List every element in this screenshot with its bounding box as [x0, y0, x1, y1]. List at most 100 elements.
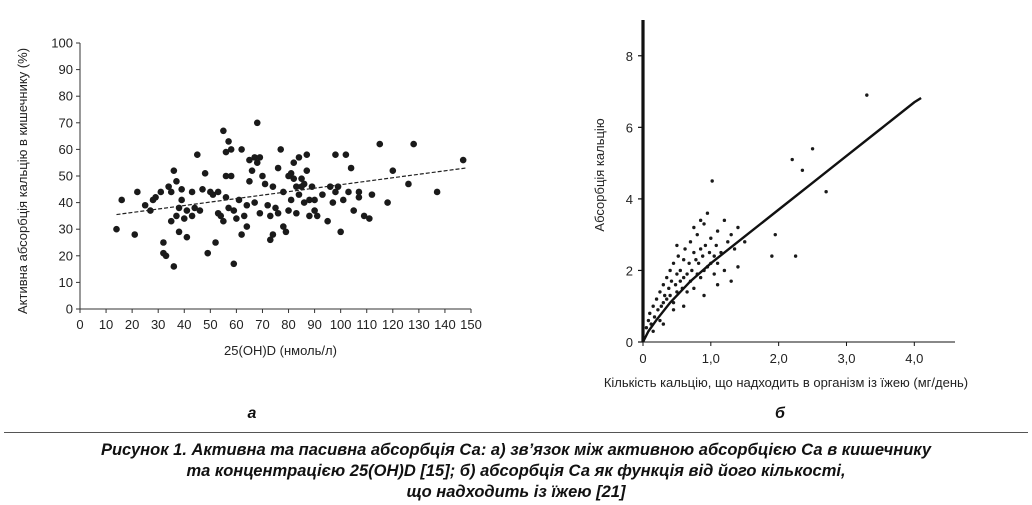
- panel-a-axes: 0 10 20 30 40 50 60 70 80 90 100 0 10 20 30 40 50 60 70 80 9…: [51, 36, 482, 333]
- panel-a-data-point: [240, 212, 248, 220]
- panel-a-data-point: [326, 183, 334, 190]
- panel-a-data-point: [303, 167, 311, 174]
- panel-a-data-point: [243, 201, 251, 209]
- panel-a-data-point: [118, 196, 126, 204]
- panel-a-data-point: [238, 146, 245, 153]
- panel-a-data-point: [366, 215, 373, 222]
- panel-b-data-point: [656, 308, 660, 312]
- panel-a-data-point: [272, 204, 279, 212]
- panel-a-data-point: [173, 178, 180, 185]
- panel-a-data-point: [214, 188, 222, 196]
- panel-a-x-axis-label: 25(OH)D (нмоль/л): [224, 343, 337, 358]
- panel-b-data-point: [665, 275, 669, 280]
- panel-a-data-point: [347, 164, 355, 172]
- panel-a-data-point: [233, 215, 240, 222]
- panel-b-data-point: [685, 272, 689, 276]
- panel-b-data-point: [865, 93, 869, 97]
- panel-a-data-point: [251, 199, 258, 206]
- panel-a-points: [113, 119, 467, 270]
- panel-b-data-point: [726, 240, 730, 244]
- panel-a-data-point: [204, 249, 212, 257]
- panel-a-data-point: [180, 215, 188, 222]
- panel-b-data-point: [646, 318, 651, 323]
- panel-a-x-tick-label: 150: [460, 317, 482, 332]
- panel-b-x-tick-label: 2,0: [770, 351, 788, 366]
- panel-a-data-point: [405, 180, 412, 188]
- panel-b-data-point: [800, 168, 805, 172]
- panel-b-data-point: [652, 315, 657, 319]
- panel-a-data-point: [311, 207, 318, 214]
- panel-a-data-point: [311, 196, 318, 204]
- panel-a-data-point: [290, 159, 298, 166]
- panel-b-data-point: [661, 322, 666, 326]
- panel-a-y-tick-label: 100: [51, 36, 73, 51]
- panel-b-data-point: [709, 236, 713, 240]
- panel-b-data-point: [810, 147, 815, 151]
- panel-a-data-point: [175, 228, 183, 236]
- panel-b-data-point: [658, 290, 662, 294]
- panel-a-y-tick-label: 60: [59, 142, 73, 157]
- panel-b-y-tick-label: 8: [626, 49, 633, 64]
- panel-a-x-tick-label: 50: [203, 317, 217, 332]
- panel-a-data-point: [238, 231, 245, 238]
- panel-a-data-point: [282, 228, 290, 236]
- panel-a-trend-line: [116, 167, 466, 216]
- panel-a-data-point: [319, 191, 326, 198]
- panel-a-data-point: [329, 199, 337, 206]
- panel-b-data-point: [736, 265, 740, 269]
- panel-b-data-point: [696, 261, 701, 265]
- panel-a-data-point: [225, 204, 232, 212]
- panel-a-y-tick-label: 80: [59, 89, 73, 104]
- panel-a-data-point: [300, 199, 308, 206]
- panel-a-y-tick-label: 10: [59, 275, 73, 290]
- caption-divider: [4, 432, 1028, 433]
- panel-b-data-point: [773, 232, 777, 237]
- panel-a-data-point: [339, 196, 347, 204]
- panel-a-data-point: [170, 167, 178, 174]
- panel-a-x-tick-label: 110: [356, 317, 377, 332]
- panel-a-data-point: [196, 207, 204, 214]
- panel-a-y-tick-label: 50: [59, 169, 73, 184]
- panel-b-x-tick-label: 0: [639, 351, 646, 366]
- panel-b-data-point: [661, 300, 666, 305]
- panel-b-data-point: [692, 225, 696, 230]
- panel-a-data-point: [256, 209, 264, 217]
- panel-a-data-point: [246, 178, 253, 185]
- panel-a-x-tick-label: 100: [330, 317, 352, 332]
- panel-a-data-point: [251, 154, 258, 161]
- panel-b-data-point: [743, 240, 747, 244]
- panel-a-data-point: [259, 172, 266, 180]
- panel-a-data-point: [269, 231, 277, 238]
- panel-a-x-tick-label: 80: [281, 317, 295, 332]
- panel-b-x-tick-label: 3,0: [837, 351, 855, 366]
- panel-a-data-point: [230, 260, 238, 268]
- panel-a-data-point: [220, 217, 227, 225]
- caption-line-3: що надходить із їжею [21]: [406, 483, 626, 501]
- panel-a-data-point: [222, 148, 230, 156]
- panel-a-data-point: [345, 188, 352, 196]
- panel-a-data-point: [306, 212, 313, 220]
- panel-b-fit-line: [641, 96, 922, 343]
- panel-b-data-point: [648, 311, 652, 316]
- panel-b-data-point: [729, 279, 733, 283]
- panel-b-data-point: [698, 218, 703, 223]
- panel-b-data-point: [671, 308, 676, 312]
- panel-b-x-axis-label: Кількість кальцію, що надходить в органі…: [604, 375, 968, 390]
- panel-a-data-point: [188, 212, 196, 220]
- panel-a-x-tick-label: 20: [125, 317, 139, 332]
- panel-b-data-point: [675, 272, 679, 276]
- panel-b-data-point: [715, 229, 720, 233]
- caption-line-2: та концентрацією 25(ОН)D [15]; б) абсорб…: [186, 462, 846, 480]
- panel-a-data-point: [266, 212, 274, 220]
- panel-a-data-point: [165, 183, 172, 190]
- panel-a-data-point: [295, 191, 303, 198]
- panel-b-data-point: [685, 290, 689, 294]
- panel-a-data-point: [183, 233, 191, 241]
- panel-b-data-point: [710, 179, 714, 183]
- panel-a-y-tick-label: 70: [59, 115, 73, 130]
- panel-a-data-point: [194, 151, 201, 159]
- panel-b-x-tick-label: 1,0: [702, 351, 720, 366]
- panel-b-data-point: [675, 290, 679, 294]
- panel-b-data-point: [692, 286, 696, 291]
- panel-a-data-point: [269, 183, 277, 190]
